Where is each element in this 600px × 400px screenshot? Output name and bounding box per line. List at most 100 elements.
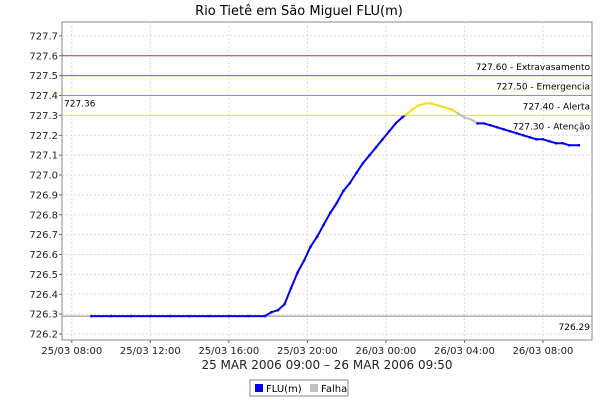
legend-box bbox=[249, 379, 349, 397]
data-point bbox=[522, 134, 525, 137]
data-point bbox=[463, 116, 466, 119]
data-point bbox=[476, 122, 479, 125]
data-point bbox=[548, 140, 551, 143]
reference-labels: 727.60 - Extravasamento 727.50 - Emergenc… bbox=[64, 63, 590, 333]
data-point bbox=[207, 314, 211, 318]
y-tick-label: 726.9 bbox=[29, 190, 58, 201]
series-line-segment bbox=[476, 122, 580, 147]
series-line-segment bbox=[90, 114, 407, 318]
data-point bbox=[289, 287, 293, 290]
legend: FLU(m) Falha bbox=[249, 379, 349, 397]
data-point bbox=[168, 314, 172, 318]
y-tick-label: 726.5 bbox=[29, 270, 58, 281]
data-point bbox=[374, 145, 378, 149]
y-tick-label: 726.4 bbox=[29, 290, 58, 301]
y-axis-ticks: 726.2 726.3 726.4 726.5 726.6 726.7 726.8 726.9… bbox=[29, 31, 62, 341]
series-lines bbox=[90, 102, 581, 318]
data-point bbox=[567, 143, 571, 147]
y-tick-label: 727.0 bbox=[29, 171, 58, 182]
x-tick-label: 26/03 08:00 bbox=[513, 346, 574, 357]
data-point bbox=[381, 138, 384, 141]
data-point bbox=[309, 245, 312, 248]
data-point bbox=[450, 108, 453, 111]
y-tick-label: 726.6 bbox=[29, 250, 58, 261]
reference-label: 727.40 - Alerta bbox=[523, 103, 590, 113]
legend-item-label: FLU(m) bbox=[266, 384, 302, 395]
y-tick-label: 727.4 bbox=[29, 91, 58, 102]
data-point bbox=[348, 181, 352, 185]
data-point bbox=[430, 102, 434, 105]
data-point bbox=[502, 128, 506, 131]
max-value-label: 727.36 bbox=[64, 99, 96, 109]
y-tick-label: 726.8 bbox=[29, 210, 58, 221]
chart-title: Rio Tietê em São Miguel FLU(m) bbox=[195, 4, 403, 19]
reference-label: 727.60 - Extravasamento bbox=[476, 63, 591, 73]
data-point bbox=[561, 141, 564, 145]
data-point bbox=[541, 138, 545, 141]
x-tick-label: 25/03 16:00 bbox=[198, 346, 259, 357]
y-tick-label: 726.7 bbox=[29, 230, 58, 241]
y-tick-label: 727.7 bbox=[29, 31, 58, 42]
y-tick-label: 727.5 bbox=[29, 71, 58, 82]
data-point bbox=[577, 143, 581, 147]
data-point bbox=[302, 259, 306, 262]
data-point bbox=[528, 136, 532, 139]
x-tick-label: 25/03 12:00 bbox=[120, 346, 181, 357]
y-tick-label: 727.6 bbox=[29, 51, 58, 62]
data-point bbox=[508, 130, 512, 133]
data-point bbox=[342, 189, 345, 193]
legend-swatch bbox=[310, 384, 318, 392]
data-point bbox=[410, 108, 414, 111]
data-point bbox=[335, 201, 339, 205]
data-point bbox=[296, 271, 299, 274]
data-point bbox=[227, 314, 231, 318]
reference-label: 726.29 bbox=[559, 323, 591, 333]
data-point bbox=[482, 122, 486, 125]
y-tick-label: 726.3 bbox=[29, 310, 58, 321]
data-point bbox=[322, 223, 326, 226]
data-point bbox=[129, 314, 132, 318]
data-point bbox=[368, 153, 371, 157]
y-tick-label: 727.2 bbox=[29, 131, 58, 142]
data-point bbox=[283, 302, 286, 306]
x-tick-label: 25/03 20:00 bbox=[277, 346, 338, 357]
reference-label: 727.30 - Atenção bbox=[513, 122, 591, 132]
data-point bbox=[400, 116, 404, 119]
data-point bbox=[188, 314, 191, 318]
y-tick-label: 727.1 bbox=[29, 151, 58, 162]
data-point bbox=[489, 124, 492, 127]
data-point bbox=[456, 112, 460, 115]
y-tick-label: 727.3 bbox=[29, 111, 58, 122]
data-point bbox=[515, 132, 519, 135]
series-line-segment bbox=[456, 112, 479, 125]
legend-item-label: Falha bbox=[321, 384, 347, 395]
data-point bbox=[554, 141, 558, 145]
x-axis-ticks: 25/03 08:00 25/03 12:00 25/03 16:00 25/03 2… bbox=[41, 340, 573, 357]
data-point bbox=[355, 171, 358, 175]
reference-label: 727.50 - Emergencia bbox=[496, 83, 590, 93]
data-point bbox=[270, 310, 273, 314]
data-point bbox=[417, 104, 420, 107]
x-axis-label: 25 MAR 2006 09:00 – 26 MAR 2006 09:50 bbox=[201, 358, 452, 372]
data-point bbox=[404, 114, 407, 117]
data-point bbox=[436, 104, 440, 107]
data-point bbox=[276, 308, 280, 312]
data-point bbox=[361, 161, 365, 165]
data-point bbox=[394, 122, 398, 125]
data-point bbox=[469, 118, 473, 121]
x-tick-label: 26/03 00:00 bbox=[355, 346, 416, 357]
data-point bbox=[387, 130, 391, 133]
x-tick-label: 26/03 04:00 bbox=[434, 346, 495, 357]
data-point bbox=[149, 314, 152, 318]
data-point bbox=[423, 102, 427, 105]
data-point bbox=[90, 314, 93, 318]
data-point bbox=[329, 211, 332, 215]
data-point bbox=[109, 314, 113, 318]
legend-swatch bbox=[255, 384, 263, 392]
data-point bbox=[247, 314, 250, 318]
data-point bbox=[535, 138, 538, 141]
data-point bbox=[495, 126, 499, 129]
reference-lines bbox=[62, 55, 592, 317]
y-tick-label: 726.2 bbox=[29, 330, 58, 341]
